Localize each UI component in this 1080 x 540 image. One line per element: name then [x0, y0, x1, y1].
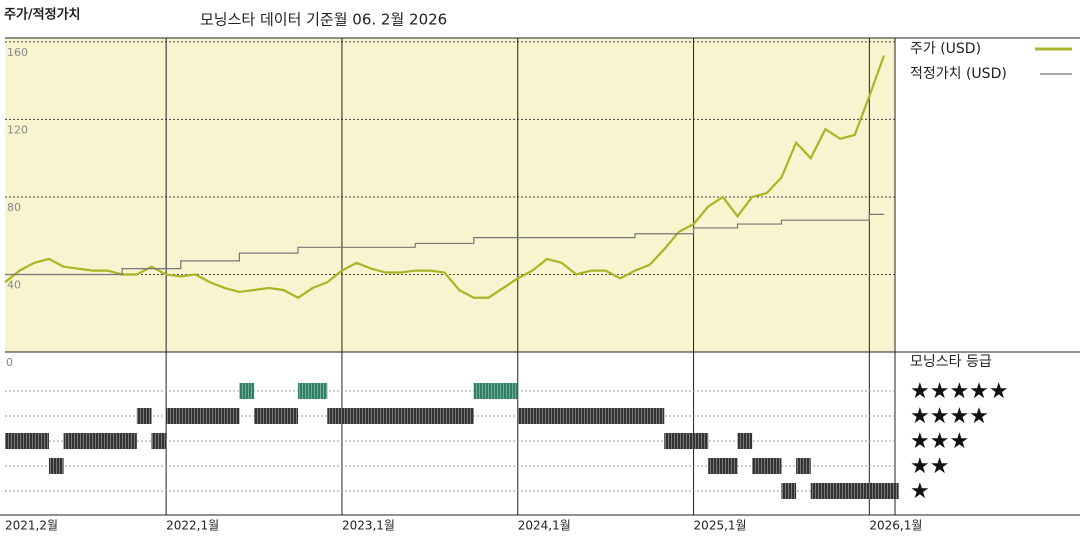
x-tick-label: 2024,1월	[518, 519, 571, 533]
rating-hatch	[796, 458, 811, 474]
legend-label: 적정가치 (USD)	[910, 66, 1007, 82]
rating-hatch	[166, 408, 240, 424]
rating-hatch	[151, 433, 167, 449]
rating-hatch	[327, 408, 474, 424]
rating-hatch	[63, 433, 137, 449]
x-tick-label: 2023,1월	[342, 519, 395, 533]
rating-hatch	[239, 383, 255, 399]
y-tick-label: 120	[7, 123, 28, 136]
chart-title: 주가/적정가치	[4, 7, 81, 23]
rating-hatch	[5, 433, 49, 449]
rating-label: ★★★	[910, 429, 969, 454]
rating-hatch	[810, 483, 899, 499]
x-tick-label: 2021,2월	[5, 519, 58, 533]
x-tick-label: 2026,1월	[869, 519, 922, 533]
y-tick-label: 40	[7, 278, 21, 291]
rating-label: ★	[910, 479, 930, 504]
y-tick-label: 80	[7, 201, 21, 214]
plot-background	[5, 38, 895, 352]
rating-hatch	[781, 483, 797, 499]
rating-label: ★★	[910, 454, 949, 479]
legend-label: 주가 (USD)	[910, 41, 981, 57]
rating-hatch	[473, 383, 518, 399]
x-tick-label: 2022,1월	[166, 519, 219, 533]
x-tick-label: 2025,1월	[694, 519, 747, 533]
series-line	[4, 55, 886, 300]
rating-label: ★★★★	[910, 404, 989, 429]
rating-title: 모닝스타 등급	[910, 354, 992, 370]
chart-subtitle: 모닝스타 데이터 기준월 06. 2월 2026	[200, 11, 447, 29]
series-line	[5, 213, 884, 276]
y-tick-label: 160	[7, 46, 28, 59]
rating-label: ★★★★★	[910, 379, 1009, 404]
rating-hatch	[254, 408, 298, 424]
rating-axis-label: 0	[6, 356, 13, 369]
rating-hatch	[48, 458, 64, 474]
rating-hatch	[752, 458, 782, 474]
rating-hatch	[708, 458, 738, 474]
rating-hatch	[298, 383, 328, 399]
rating-hatch	[737, 433, 753, 449]
rating-hatch	[517, 408, 665, 424]
rating-hatch	[136, 408, 152, 424]
rating-hatch	[664, 433, 709, 449]
